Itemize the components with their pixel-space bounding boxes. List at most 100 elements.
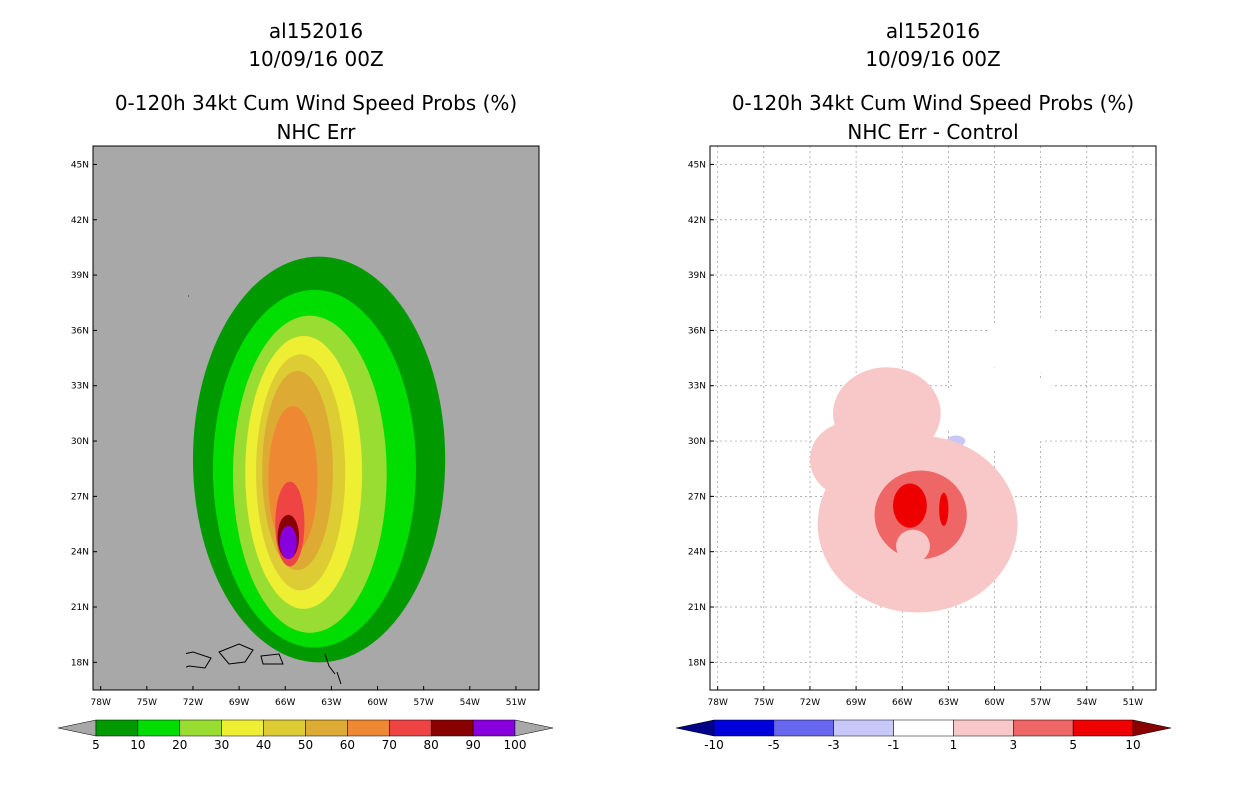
y-tick-label: 18N bbox=[71, 658, 89, 668]
left-title-date: 10/09/16 00Z bbox=[248, 47, 383, 71]
right-title-product: 0-120h 34kt Cum Wind Speed Probs (%) bbox=[732, 91, 1134, 115]
colorbar-label: -5 bbox=[768, 738, 780, 752]
x-tick-label: 63W bbox=[321, 698, 341, 708]
left-title-product: 0-120h 34kt Cum Wind Speed Probs (%) bbox=[115, 91, 517, 115]
y-tick-label: 42N bbox=[71, 216, 89, 226]
x-tick-label: 54W bbox=[1077, 698, 1097, 708]
x-tick-label: 57W bbox=[413, 698, 433, 708]
x-tick-label: 69W bbox=[846, 698, 866, 708]
y-tick-label: 45N bbox=[71, 160, 89, 170]
colorbar-swatch bbox=[1013, 719, 1074, 737]
contour-1 bbox=[809, 422, 887, 497]
colorbar-swatch bbox=[137, 719, 181, 737]
x-tick-label: 75W bbox=[137, 698, 157, 708]
x-tick-label: 72W bbox=[800, 698, 820, 708]
colorbar-swatch bbox=[893, 719, 954, 737]
colorbar-swatch bbox=[305, 719, 348, 737]
colorbar-over-arrow bbox=[514, 719, 554, 737]
colorbar-swatch bbox=[389, 719, 432, 737]
colorbar-label: 80 bbox=[424, 738, 439, 752]
colorbar-swatch bbox=[221, 719, 264, 737]
colorbar-label: 1 bbox=[950, 738, 958, 752]
y-tick-label: 36N bbox=[688, 326, 706, 336]
colorbar-label: 100 bbox=[504, 738, 527, 752]
y-tick-label: 24N bbox=[71, 548, 89, 558]
y-tick-label: 39N bbox=[688, 271, 706, 281]
x-tick-label: 72W bbox=[183, 698, 203, 708]
contour-5 bbox=[893, 483, 927, 528]
colorbar-label: -3 bbox=[828, 738, 840, 752]
left-title-experiment: NHC Err bbox=[276, 120, 356, 144]
y-tick-label: 21N bbox=[688, 603, 706, 613]
x-tick-label: 57W bbox=[1030, 698, 1050, 708]
right-title-experiment: NHC Err - Control bbox=[847, 120, 1018, 144]
colorbar-swatch bbox=[1072, 719, 1134, 737]
contour-neg1 bbox=[940, 369, 1064, 451]
left-axis-ticks: 78W 75W 72W 69W 66W 63W 60W 57W 54W 51W 45N 42N 39N 3… bbox=[71, 160, 526, 708]
y-tick-label: 18N bbox=[688, 658, 706, 668]
right-grid bbox=[710, 146, 1156, 690]
colorbar-under-arrow bbox=[675, 719, 715, 737]
colorbar-label: 50 bbox=[298, 738, 313, 752]
colorbar-label: 60 bbox=[340, 738, 355, 752]
left-panel: al152016 10/09/16 00Z 0-120h 34kt Cum Wi… bbox=[57, 19, 554, 752]
colorbar-label: 5 bbox=[1069, 738, 1077, 752]
y-tick-label: 45N bbox=[688, 160, 706, 170]
colorbar-label: 3 bbox=[1009, 738, 1017, 752]
y-tick-label: 30N bbox=[688, 437, 706, 447]
colorbar-label: -10 bbox=[704, 738, 724, 752]
left-probability-field bbox=[192, 256, 446, 663]
contour-neg1 bbox=[985, 311, 1057, 379]
y-tick-label: 39N bbox=[71, 271, 89, 281]
y-tick-label: 36N bbox=[71, 326, 89, 336]
x-tick-label: 69W bbox=[229, 698, 249, 708]
colorbar-label: 10 bbox=[1125, 738, 1140, 752]
y-tick-label: 21N bbox=[71, 603, 89, 613]
colorbar-label: 10 bbox=[130, 738, 145, 752]
colorbar-label: 70 bbox=[382, 738, 397, 752]
colorbar-swatch bbox=[263, 719, 306, 737]
right-title-date: 10/09/16 00Z bbox=[865, 47, 1000, 71]
colorbar-swatch bbox=[430, 719, 474, 737]
y-tick-label: 33N bbox=[688, 382, 706, 392]
colorbar-swatch bbox=[713, 719, 775, 737]
colorbar-over-arrow bbox=[1132, 719, 1172, 737]
x-tick-label: 51W bbox=[1123, 698, 1143, 708]
x-tick-label: 66W bbox=[892, 698, 912, 708]
colorbar-label: 5 bbox=[92, 738, 100, 752]
colorbar-swatch bbox=[833, 719, 894, 737]
colorbar-label: -1 bbox=[888, 738, 900, 752]
colorbar-swatch bbox=[179, 719, 222, 737]
x-tick-label: 78W bbox=[708, 698, 728, 708]
colorbar-swatch bbox=[953, 719, 1014, 737]
x-tick-label: 51W bbox=[506, 698, 526, 708]
y-tick-label: 27N bbox=[71, 492, 89, 502]
colorbar-swatch bbox=[347, 719, 390, 737]
y-tick-label: 33N bbox=[71, 382, 89, 392]
left-colorbar: 5 10 20 30 40 50 60 70 80 90 100 bbox=[57, 719, 554, 752]
colorbar-under-arrow bbox=[57, 719, 97, 737]
colorbar-label: 20 bbox=[172, 738, 187, 752]
x-tick-label: 78W bbox=[91, 698, 111, 708]
colorbar-swatch bbox=[773, 719, 834, 737]
x-tick-label: 60W bbox=[367, 698, 387, 708]
contour-1 bbox=[896, 529, 930, 563]
x-tick-label: 54W bbox=[460, 698, 480, 708]
right-difference-field bbox=[809, 311, 1064, 613]
x-tick-label: 75W bbox=[754, 698, 774, 708]
colorbar-label: 90 bbox=[465, 738, 480, 752]
right-panel: al152016 10/09/16 00Z 0-120h 34kt Cum Wi… bbox=[675, 19, 1172, 752]
y-tick-label: 27N bbox=[688, 492, 706, 502]
left-title-storm-id: al152016 bbox=[269, 19, 363, 43]
right-title-storm-id: al152016 bbox=[886, 19, 980, 43]
x-tick-label: 66W bbox=[275, 698, 295, 708]
y-tick-label: 42N bbox=[688, 216, 706, 226]
colorbar-label: 30 bbox=[214, 738, 229, 752]
colorbar-swatch bbox=[95, 719, 139, 737]
contour-5 bbox=[939, 492, 949, 526]
right-colorbar: -10 -5 -3 -1 1 3 5 10 bbox=[675, 719, 1172, 752]
x-tick-label: 63W bbox=[938, 698, 958, 708]
y-tick-label: 30N bbox=[71, 437, 89, 447]
x-tick-label: 60W bbox=[984, 698, 1004, 708]
